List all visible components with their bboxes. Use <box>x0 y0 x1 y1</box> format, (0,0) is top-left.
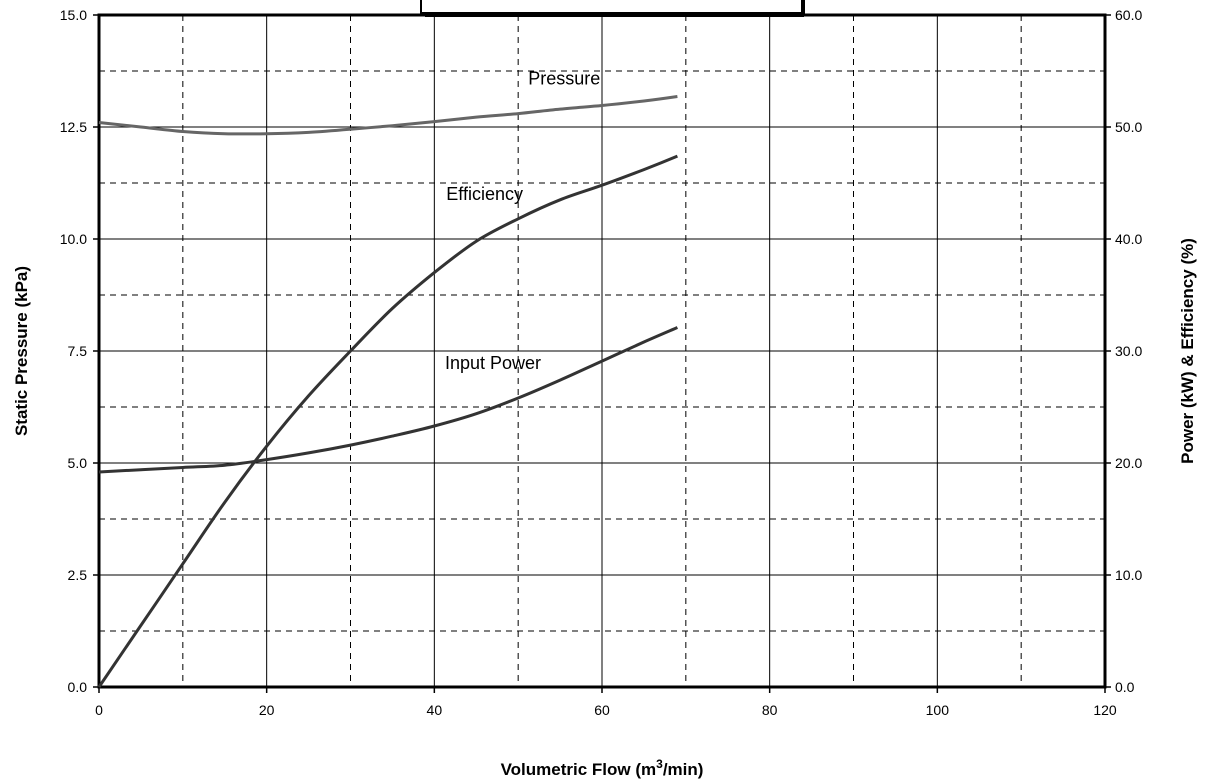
y-left-axis-title: Static Pressure (kPa) <box>12 266 31 436</box>
x-axis-title: Volumetric Flow (m3/min) <box>501 757 704 779</box>
y-left-tick-label: 10.0 <box>60 231 87 247</box>
x-tick-label: 100 <box>926 702 950 718</box>
x-tick-label: 80 <box>762 702 778 718</box>
y-right-tick-label: 40.0 <box>1115 231 1142 247</box>
y-right-axis-title: Power (kW) & Efficiency (%) <box>1178 238 1197 464</box>
y-left-tick-label: 5.0 <box>68 455 88 471</box>
y-left-tick-label: 2.5 <box>68 567 88 583</box>
curve-label-input-power: Input Power <box>445 353 541 373</box>
x-tick-label: 120 <box>1093 702 1117 718</box>
x-tick-label: 60 <box>594 702 610 718</box>
x-tick-label: 40 <box>427 702 443 718</box>
y-right-tick-label: 30.0 <box>1115 343 1142 359</box>
y-right-tick-label: 50.0 <box>1115 119 1142 135</box>
series-lines <box>97 95 678 688</box>
gridlines <box>99 15 1105 687</box>
y-right-tick-label: 20.0 <box>1115 455 1142 471</box>
x-tick-label: 0 <box>95 702 103 718</box>
y-left-tick-label: 12.5 <box>60 119 87 135</box>
y-left-tick-label: 15.0 <box>60 7 87 23</box>
axis-ticks: 0 20 40 60 80 100 120 0.0 2.5 5.0 7.5 10.0 12.5 15.0 0… <box>60 7 1143 718</box>
y-right-tick-label: 10.0 <box>1115 567 1142 583</box>
curve-label-efficiency: Efficiency <box>446 184 523 204</box>
title-box <box>420 0 803 14</box>
series-pressure-line <box>98 95 678 136</box>
curve-label-pressure: Pressure <box>528 68 600 88</box>
curve-labels: Pressure Efficiency Input Power <box>445 68 600 372</box>
y-left-tick-label: 7.5 <box>68 343 88 359</box>
series-input-power-line <box>98 326 678 474</box>
y-right-tick-label: 0.0 <box>1115 679 1135 695</box>
y-left-tick-label: 0.0 <box>68 679 88 695</box>
series-efficiency-line <box>97 154 678 688</box>
y-right-tick-label: 60.0 <box>1115 7 1142 23</box>
x-tick-label: 20 <box>259 702 275 718</box>
